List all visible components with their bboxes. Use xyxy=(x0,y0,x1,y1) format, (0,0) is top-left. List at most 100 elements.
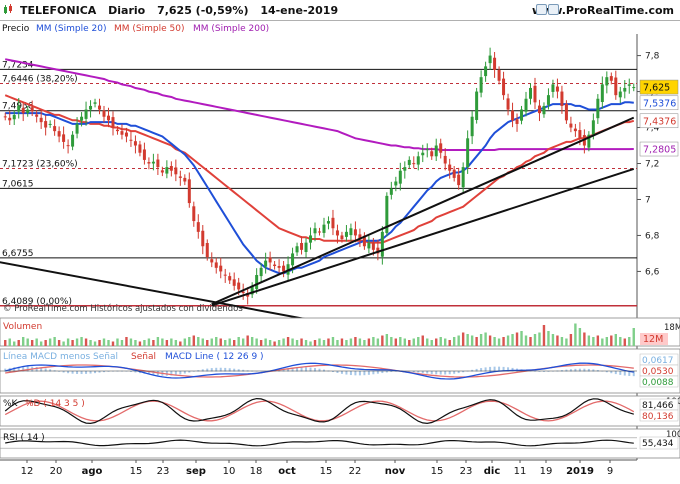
candle-body xyxy=(66,145,70,147)
volume-bar xyxy=(30,340,34,346)
date: 14-ene-2019 xyxy=(260,4,339,17)
candle-body xyxy=(353,229,357,236)
macd-hist-bar xyxy=(475,368,478,372)
restore-icon[interactable] xyxy=(536,4,547,15)
volume-bar xyxy=(421,335,424,346)
macd-hist-bar xyxy=(381,371,384,374)
volume-bar xyxy=(201,338,204,346)
candle-body xyxy=(156,159,160,168)
candle-body xyxy=(591,120,595,135)
macd-hist-bar xyxy=(71,371,74,374)
volume-bar xyxy=(161,338,164,346)
macd-hist-bar xyxy=(331,371,334,373)
volume-bar xyxy=(610,335,613,346)
volume-bar xyxy=(179,341,182,346)
candle-body xyxy=(573,128,577,132)
candle-body xyxy=(600,84,604,102)
y-tick-label: 6,6 xyxy=(645,267,660,277)
candle-body xyxy=(160,170,164,173)
macd-hist-bar xyxy=(322,369,325,372)
macd-hist-bar xyxy=(94,371,97,374)
macd-hist-bar xyxy=(471,369,474,372)
x-tick-label: 11 xyxy=(514,466,527,477)
macd-hist-bar xyxy=(394,371,397,372)
macd-hist-bar xyxy=(98,371,101,373)
candle-body xyxy=(614,77,618,96)
candle-body xyxy=(3,116,7,118)
site-url[interactable]: www.ProRealTime.com xyxy=(531,4,674,17)
macd-hist-bar xyxy=(287,368,290,372)
macd-hist-bar xyxy=(354,371,357,376)
candle-body xyxy=(84,109,88,119)
volume-bar xyxy=(551,334,555,346)
level-label: 6,4089 (0,00%) xyxy=(2,297,72,307)
volume-bar xyxy=(17,340,20,346)
volume-bar xyxy=(412,338,415,346)
volume-bar xyxy=(277,340,281,346)
volume-tag xyxy=(640,333,668,345)
y-tick-label: 6,8 xyxy=(645,231,660,241)
macd-hist-bar xyxy=(457,371,460,374)
volume-bar xyxy=(484,332,487,346)
volume-bar xyxy=(488,335,492,346)
candle-body xyxy=(259,267,263,277)
volume-bar xyxy=(457,335,460,346)
candle-body xyxy=(367,242,371,249)
candle-body xyxy=(331,217,335,229)
volume-bar xyxy=(210,338,213,346)
macd-hist-bar xyxy=(85,371,88,374)
candle-body xyxy=(250,285,254,295)
candle-body xyxy=(205,243,209,258)
candle-body xyxy=(416,156,420,165)
macd-hist-bar xyxy=(538,371,541,372)
volume-bar xyxy=(376,338,380,346)
value-tag-ma20 xyxy=(639,95,679,111)
y-tick-label: 7 xyxy=(645,195,651,205)
volume-bar xyxy=(250,337,254,346)
candle-body xyxy=(529,87,532,99)
candle-body xyxy=(102,110,106,117)
macd-hist-bar xyxy=(583,368,586,372)
candle-body xyxy=(44,121,48,128)
volume-bar xyxy=(430,340,433,346)
x-tick-label: 9 xyxy=(607,466,613,477)
candle-body xyxy=(358,234,362,240)
x-tick-label: ago xyxy=(82,466,103,477)
candle-body xyxy=(488,55,492,64)
volume-label: Volumen xyxy=(3,322,42,332)
candle-body xyxy=(35,114,39,117)
volume-bar xyxy=(520,331,523,346)
macd-hist-bar xyxy=(183,371,186,374)
volume-bar xyxy=(264,338,267,346)
volume-bar xyxy=(524,335,528,346)
candle-body xyxy=(551,84,555,92)
candle-body xyxy=(237,282,241,290)
macd-hist-bar xyxy=(542,371,545,372)
volume-bar xyxy=(84,338,88,346)
macd-hist-bar xyxy=(192,371,195,372)
candle-body xyxy=(89,105,93,110)
candle-body xyxy=(183,177,187,182)
candle-body xyxy=(124,132,128,137)
macd-hist-bar xyxy=(610,371,613,374)
minimize-icon[interactable] xyxy=(548,4,559,15)
candle-body xyxy=(380,231,384,257)
rsi-top-tick: 100 xyxy=(666,430,680,440)
macd-hist-bar xyxy=(58,371,61,372)
volume-bar xyxy=(444,338,447,346)
macd-hist-bar xyxy=(67,371,70,374)
macd-hist-bar xyxy=(498,366,501,372)
volume-bar xyxy=(399,337,402,346)
macd-hist-bar xyxy=(489,366,492,372)
price-axis xyxy=(637,34,680,304)
level-label: 7,0615 xyxy=(2,179,34,189)
volume-bar xyxy=(452,337,456,346)
x-tick-label: 22 xyxy=(349,466,362,477)
macd-hist-bar xyxy=(35,366,38,372)
candle-body xyxy=(57,131,61,137)
volume-bar xyxy=(134,340,137,346)
macd-hist-bar xyxy=(314,368,317,372)
macd-hist-bar xyxy=(129,371,132,372)
volume-bar xyxy=(111,341,115,346)
